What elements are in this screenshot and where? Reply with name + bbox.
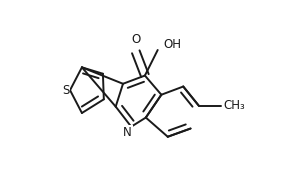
Text: OH: OH <box>163 38 181 51</box>
Text: S: S <box>62 84 69 97</box>
Text: CH₃: CH₃ <box>223 99 245 112</box>
Text: O: O <box>131 33 141 46</box>
Text: N: N <box>123 126 132 139</box>
